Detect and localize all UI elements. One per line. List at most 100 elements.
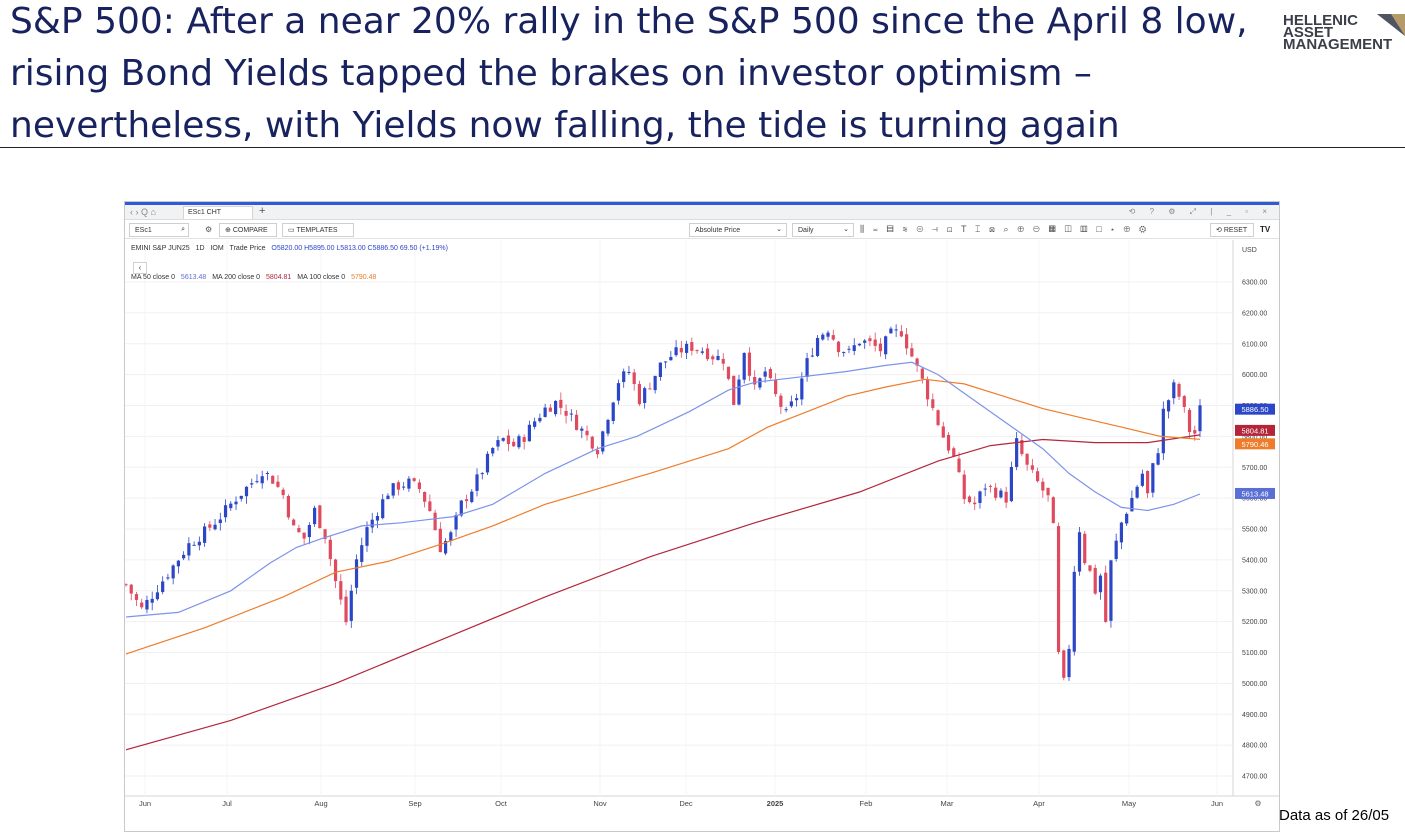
tab-esc1-cht[interactable]: ESc1 CHT bbox=[183, 206, 253, 219]
candle-down bbox=[1056, 522, 1061, 655]
drawing-tools-icons[interactable]: ⫼ ≍ ▤ ≋ ⊜ ⊣ ⊡ T ⌶ ⊠ ⌕ ⊕ ⊖ ▦ ◫ ▥ □ ⋆ ⊕ ⚙ bbox=[860, 224, 1150, 234]
candle-down bbox=[281, 487, 285, 499]
compare-button[interactable]: ⊕ COMPARE bbox=[219, 223, 277, 237]
candle-up bbox=[496, 435, 500, 451]
price-chart[interactable]: 4700.00 4800.00 4900.00 5000.00 5100.00 5200.… bbox=[125, 240, 1279, 812]
reset-button[interactable]: ⟲ RESET bbox=[1210, 223, 1254, 237]
window-accent-bar bbox=[125, 202, 1279, 205]
candle-up bbox=[349, 584, 353, 628]
candle-up bbox=[674, 340, 678, 357]
x-tick-label: Jun bbox=[139, 799, 151, 808]
candle-up bbox=[213, 518, 217, 531]
candle-up bbox=[234, 496, 238, 510]
candle-up bbox=[370, 512, 374, 534]
data-as-of-note: Data as of 26/05 bbox=[1279, 807, 1390, 824]
candle-down bbox=[632, 368, 636, 391]
slide-title: S&P 500: After a near 20% rally in the S… bbox=[10, 1, 1248, 146]
candle-up bbox=[889, 326, 893, 334]
candle-up bbox=[852, 338, 856, 356]
candle-down bbox=[836, 340, 841, 357]
price-label-5613-48: 5613.48 bbox=[1235, 487, 1275, 499]
candle-up bbox=[470, 489, 474, 504]
symbol-value: ESc1 bbox=[135, 227, 152, 234]
candle-up bbox=[307, 522, 311, 545]
logo-mark-icon bbox=[1377, 14, 1405, 36]
interval-select[interactable]: Daily ⌄ bbox=[792, 223, 854, 237]
candle-up bbox=[187, 537, 191, 561]
candle-down bbox=[941, 421, 945, 438]
candle-up bbox=[365, 521, 369, 552]
templates-button[interactable]: ▭ TEMPLATES bbox=[282, 223, 354, 237]
candle-up bbox=[684, 340, 689, 360]
symbol-input[interactable]: ESc1 ⌕ bbox=[129, 223, 189, 237]
candle-down bbox=[423, 491, 427, 508]
y-tick-label: 5100.00 bbox=[1242, 650, 1267, 657]
candle-down bbox=[1187, 407, 1192, 439]
candle-up bbox=[863, 339, 867, 349]
candle-down bbox=[732, 375, 736, 406]
candle-down bbox=[873, 332, 877, 352]
candle-up bbox=[533, 417, 537, 430]
candle-down bbox=[286, 494, 291, 520]
candle-down bbox=[988, 484, 993, 493]
y-tick-label: 5400.00 bbox=[1242, 557, 1267, 564]
reset-icon: ⟲ bbox=[1216, 227, 1222, 234]
candle-down bbox=[1083, 530, 1087, 566]
currency-label: USD bbox=[1242, 247, 1257, 254]
candle-up bbox=[475, 468, 479, 497]
candle-down bbox=[464, 494, 469, 509]
svg-text:5613.48: 5613.48 bbox=[1241, 489, 1268, 498]
y-tick-label: 5300.00 bbox=[1242, 588, 1267, 595]
candle-up bbox=[182, 551, 186, 561]
collapse-legend-button[interactable]: ‹ bbox=[133, 262, 147, 274]
candle-up bbox=[501, 437, 505, 442]
chart-area[interactable]: 4700.00 4800.00 4900.00 5000.00 5100.00 5200.… bbox=[125, 240, 1279, 832]
candle-up bbox=[1067, 644, 1071, 681]
candle-up bbox=[250, 478, 254, 489]
candle-up bbox=[554, 400, 558, 417]
candle-down bbox=[417, 479, 421, 493]
candlesticks bbox=[125, 324, 1202, 681]
window-controls[interactable]: ⟲ ? ⚙ ⤢ | _ ▫ × bbox=[1128, 207, 1273, 216]
y-tick-label: 5700.00 bbox=[1242, 465, 1267, 472]
compare-label: COMPARE bbox=[232, 227, 268, 234]
candle-up bbox=[805, 352, 809, 382]
x-tick-label: May bbox=[1122, 799, 1136, 808]
candle-up bbox=[1015, 431, 1019, 471]
settings-gear-icon[interactable]: ⚙ bbox=[205, 225, 213, 234]
y-tick-label: 5800.00 bbox=[1242, 434, 1267, 441]
candle-up bbox=[197, 536, 201, 551]
candle-up bbox=[313, 505, 317, 527]
price-type-select[interactable]: Absolute Price ⌄ bbox=[689, 223, 787, 237]
ma200-value: 5804.81 bbox=[266, 274, 292, 281]
candle-up bbox=[166, 573, 170, 581]
candle-up bbox=[983, 483, 987, 497]
candle-up bbox=[653, 375, 657, 394]
y-tick-label: 6000.00 bbox=[1242, 372, 1267, 379]
candle-down bbox=[1062, 649, 1066, 681]
y-tick-label: 6100.00 bbox=[1242, 341, 1267, 348]
candle-up bbox=[700, 347, 704, 355]
candle-down bbox=[899, 325, 903, 338]
candle-up bbox=[543, 403, 547, 418]
candle-up bbox=[1119, 521, 1124, 550]
candle-up bbox=[155, 584, 160, 601]
candle-up bbox=[622, 368, 626, 388]
candle-down bbox=[967, 495, 972, 504]
candle-down bbox=[946, 432, 951, 454]
price-label-5790-46: 5790.46 bbox=[1235, 438, 1275, 450]
candle-down bbox=[957, 452, 961, 473]
y-tick-label: 4700.00 bbox=[1242, 774, 1267, 781]
ma200-label: MA 200 close 0 bbox=[212, 274, 261, 281]
candle-down bbox=[328, 535, 332, 567]
ma100-label: MA 100 close 0 bbox=[297, 274, 346, 281]
price-type-value: Absolute Price bbox=[695, 227, 741, 234]
nav-controls[interactable]: ‹ › Q ⌂ bbox=[130, 207, 156, 217]
candle-up bbox=[884, 335, 888, 360]
candle-down bbox=[920, 367, 924, 384]
add-tab-button[interactable]: + bbox=[259, 205, 266, 217]
candle-up bbox=[810, 347, 814, 358]
folder-icon: ▭ bbox=[288, 227, 295, 234]
candle-down bbox=[271, 475, 275, 484]
candle-up bbox=[1198, 399, 1202, 438]
